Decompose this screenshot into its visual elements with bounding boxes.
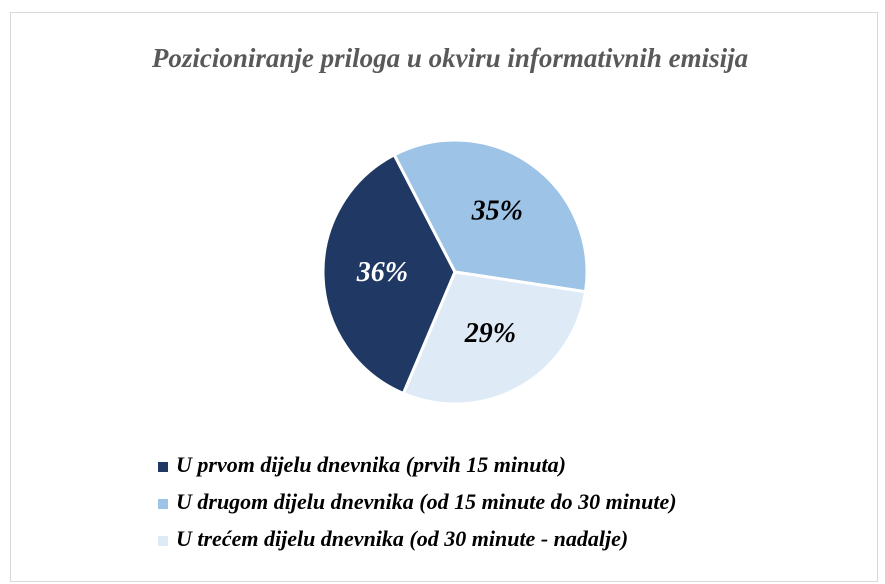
data-label: 29% — [464, 318, 516, 349]
pie-slice — [321, 152, 457, 396]
data-label: 36% — [356, 257, 408, 288]
legend-swatch — [158, 536, 168, 546]
legend-label: U drugom dijelu dnevnika (od 15 minute d… — [176, 489, 677, 514]
data-label: 35% — [471, 195, 523, 226]
chart-frame — [10, 12, 878, 582]
legend-swatch — [158, 499, 168, 509]
chart-title: Pozicioniranje priloga u okviru informat… — [151, 43, 749, 73]
pie-slice — [401, 270, 588, 406]
legend-swatch — [158, 462, 168, 472]
pie-slice — [392, 138, 589, 294]
legend-label: U prvom dijelu dnevnika (prvih 15 minuta… — [176, 452, 566, 477]
legend-label: U trećem dijelu dnevnika (od 30 minute -… — [176, 526, 628, 551]
